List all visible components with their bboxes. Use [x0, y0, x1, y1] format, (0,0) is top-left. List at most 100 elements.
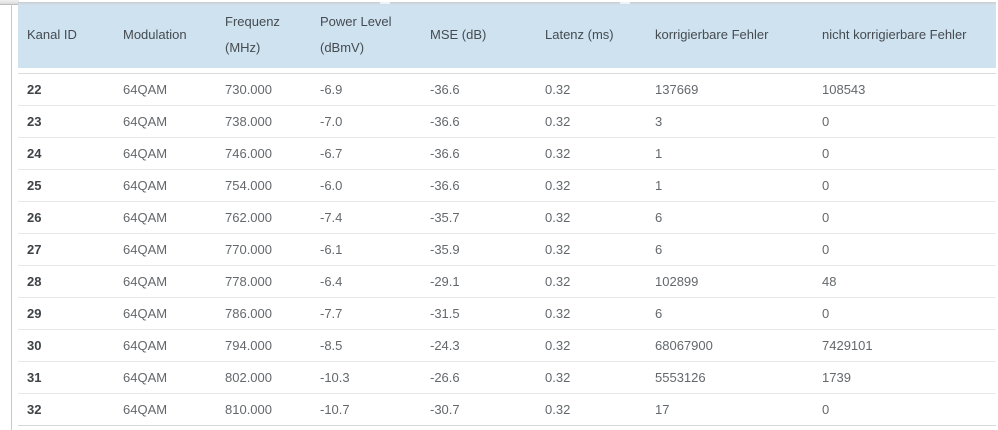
cell-nicht-korrigierbare-fehler: 0: [822, 178, 830, 193]
cell-frequenz: 754.000: [225, 178, 272, 193]
cell-frequenz: 810.000: [225, 402, 272, 417]
table-row: 28 64QAM 778.000 -6.4 -29.1 0.32 102899 48: [18, 266, 996, 298]
cell-modulation: 64QAM: [123, 82, 168, 97]
cell-frequenz: 786.000: [225, 306, 272, 321]
cell-power-level: -6.7: [320, 146, 343, 161]
cell-nicht-korrigierbare-fehler: 108543: [822, 82, 866, 97]
cell-power-level: -6.1: [320, 242, 343, 257]
cell-modulation: 64QAM: [123, 338, 168, 353]
col-header-frequenz: Frequenz (MHz): [225, 14, 280, 55]
cell-kanal-id: 31: [27, 370, 42, 385]
cell-mse: -35.7: [430, 210, 460, 225]
cell-korrigierbare-fehler: 102899: [655, 274, 699, 289]
cell-latenz: 0.32: [545, 242, 571, 257]
cell-nicht-korrigierbare-fehler: 0: [822, 146, 830, 161]
cell-kanal-id: 23: [27, 114, 42, 129]
cell-latenz: 0.32: [545, 306, 571, 321]
cell-kanal-id: 25: [27, 178, 42, 193]
cell-power-level: -6.0: [320, 178, 343, 193]
cell-korrigierbare-fehler: 68067900: [655, 338, 713, 353]
col-header-power-level: Power Level (dBmV): [320, 14, 392, 55]
cell-nicht-korrigierbare-fehler: 0: [822, 306, 830, 321]
cell-korrigierbare-fehler: 5553126: [655, 370, 706, 385]
cell-korrigierbare-fehler: 6: [655, 242, 663, 257]
table-row: 26 64QAM 762.000 -7.4 -35.7 0.32 6 0: [18, 202, 996, 234]
table-row: 23 64QAM 738.000 -7.0 -36.6 0.32 3 0: [18, 106, 996, 138]
cell-korrigierbare-fehler: 1: [655, 146, 663, 161]
cell-mse: -30.7: [430, 402, 460, 417]
cropped-element-above: [0, 0, 19, 5]
cell-power-level: -10.7: [320, 402, 350, 417]
cell-mse: -31.5: [430, 306, 460, 321]
cell-latenz: 0.32: [545, 178, 571, 193]
cell-power-level: -10.3: [320, 370, 350, 385]
cell-mse: -24.3: [430, 338, 460, 353]
cell-frequenz: 794.000: [225, 338, 272, 353]
cell-kanal-id: 24: [27, 146, 42, 161]
cell-korrigierbare-fehler: 6: [655, 306, 663, 321]
table-row: 25 64QAM 754.000 -6.0 -36.6 0.32 1 0: [18, 170, 996, 202]
cell-mse: -29.1: [430, 274, 460, 289]
cell-latenz: 0.32: [545, 402, 571, 417]
channel-table-body: 22 64QAM 730.000 -6.9 -36.6 0.32 137669 108543 2…: [18, 73, 996, 426]
cropped-element-gap: [620, 2, 630, 4]
cell-modulation: 64QAM: [123, 402, 168, 417]
cell-modulation: 64QAM: [123, 178, 168, 193]
cell-power-level: -8.5: [320, 338, 343, 353]
cell-kanal-id: 28: [27, 274, 42, 289]
col-header-latenz: Latenz (ms): [545, 27, 614, 42]
cell-latenz: 0.32: [545, 114, 571, 129]
table-row: 27 64QAM 770.000 -6.1 -35.9 0.32 6 0: [18, 234, 996, 266]
cell-nicht-korrigierbare-fehler: 0: [822, 402, 830, 417]
cell-kanal-id: 27: [27, 242, 42, 257]
col-header-nicht-korrigierbare-fehler: nicht korrigierbare Fehler: [822, 27, 967, 42]
cell-modulation: 64QAM: [123, 114, 168, 129]
cell-korrigierbare-fehler: 1: [655, 178, 663, 193]
cell-latenz: 0.32: [545, 338, 571, 353]
cell-modulation: 64QAM: [123, 210, 168, 225]
col-header-mse: MSE (dB): [430, 27, 487, 42]
cell-kanal-id: 30: [27, 338, 42, 353]
cell-nicht-korrigierbare-fehler: 0: [822, 114, 830, 129]
table-row: 32 64QAM 810.000 -10.7 -30.7 0.32 17 0: [18, 394, 996, 426]
cell-mse: -36.6: [430, 146, 460, 161]
cell-mse: -36.6: [430, 82, 460, 97]
cell-mse: -35.9: [430, 242, 460, 257]
cell-latenz: 0.32: [545, 146, 571, 161]
cell-kanal-id: 22: [27, 82, 42, 97]
cell-kanal-id: 26: [27, 210, 42, 225]
cell-nicht-korrigierbare-fehler: 7429101: [822, 338, 873, 353]
cell-frequenz: 738.000: [225, 114, 272, 129]
cell-korrigierbare-fehler: 6: [655, 210, 663, 225]
cell-modulation: 64QAM: [123, 242, 168, 257]
cell-mse: -36.6: [430, 178, 460, 193]
col-header-modulation: Modulation: [123, 27, 187, 42]
cell-modulation: 64QAM: [123, 306, 168, 321]
cell-korrigierbare-fehler: 3: [655, 114, 663, 129]
table-row: 31 64QAM 802.000 -10.3 -26.6 0.32 5553126 1739: [18, 362, 996, 394]
table-row: 22 64QAM 730.000 -6.9 -36.6 0.32 137669 108543: [18, 74, 996, 106]
cell-nicht-korrigierbare-fehler: 1739: [822, 370, 851, 385]
cell-mse: -26.6: [430, 370, 460, 385]
cell-power-level: -7.7: [320, 306, 343, 321]
cell-nicht-korrigierbare-fehler: 0: [822, 210, 830, 225]
cell-modulation: 64QAM: [123, 274, 168, 289]
cell-modulation: 64QAM: [123, 370, 168, 385]
cell-nicht-korrigierbare-fehler: 48: [822, 274, 837, 289]
cell-kanal-id: 32: [27, 402, 42, 417]
col-header-korrigierbare-fehler: korrigierbare Fehler: [655, 27, 769, 42]
cell-frequenz: 802.000: [225, 370, 272, 385]
table-row: 29 64QAM 786.000 -7.7 -31.5 0.32 6 0: [18, 298, 996, 330]
cell-latenz: 0.32: [545, 370, 571, 385]
cell-korrigierbare-fehler: 137669: [655, 82, 699, 97]
cell-frequenz: 730.000: [225, 82, 272, 97]
cell-power-level: -6.9: [320, 82, 343, 97]
cell-nicht-korrigierbare-fehler: 0: [822, 242, 830, 257]
cell-mse: -36.6: [430, 114, 460, 129]
cell-korrigierbare-fehler: 17: [655, 402, 670, 417]
cell-latenz: 0.32: [545, 274, 571, 289]
table-row: 24 64QAM 746.000 -6.7 -36.6 0.32 1 0: [18, 138, 996, 170]
cell-latenz: 0.32: [545, 82, 571, 97]
cell-kanal-id: 29: [27, 306, 42, 321]
